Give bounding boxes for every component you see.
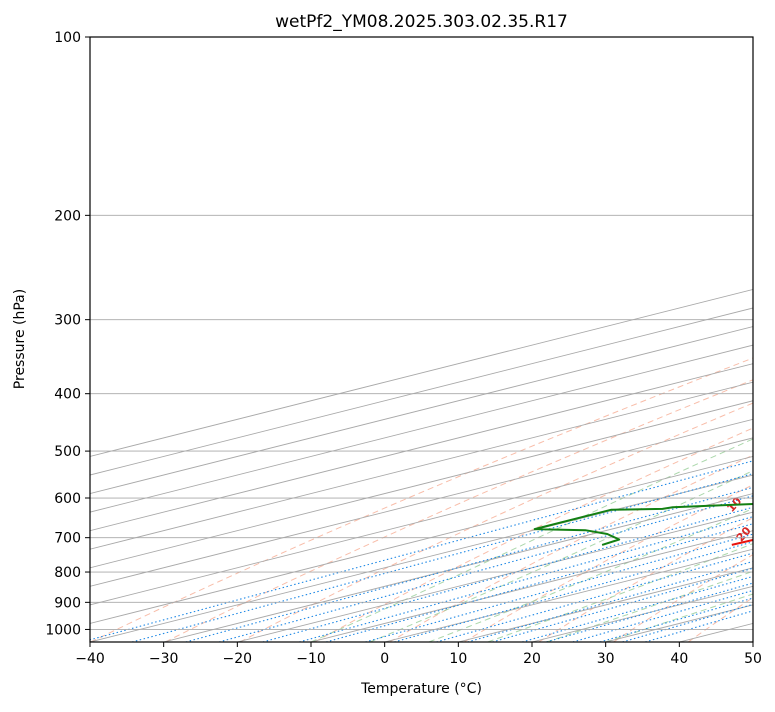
y-axis-label: Pressure (hPa) — [12, 289, 28, 389]
x-tick-label: −10 — [296, 651, 326, 667]
x-tick-label: 30 — [597, 651, 615, 667]
x-tick-label: −20 — [223, 651, 253, 667]
y-tick-label: 700 — [54, 531, 81, 547]
y-tick-label: 400 — [54, 387, 81, 403]
x-tick-label: 50 — [744, 651, 762, 667]
x-tick-label: 0 — [380, 651, 389, 667]
chart-title: wetPf2_YM08.2025.303.02.35.R17 — [275, 12, 568, 32]
x-tick-label: −30 — [149, 651, 179, 667]
y-tick-label: 1000 — [45, 622, 81, 638]
y-tick-label: 600 — [54, 491, 81, 507]
y-tick-label: 300 — [54, 313, 81, 329]
y-tick-label: 100 — [54, 30, 81, 46]
x-tick-label: 10 — [449, 651, 467, 667]
y-tick-label: 800 — [54, 565, 81, 581]
x-tick-label: 20 — [523, 651, 541, 667]
x-axis-label: Temperature (°C) — [360, 681, 482, 697]
x-tick-label: 40 — [670, 651, 688, 667]
y-tick-label: 900 — [54, 595, 81, 611]
y-tick-label: 200 — [54, 208, 81, 224]
x-tick-label: −40 — [75, 651, 105, 667]
y-tick-label: 500 — [54, 444, 81, 460]
